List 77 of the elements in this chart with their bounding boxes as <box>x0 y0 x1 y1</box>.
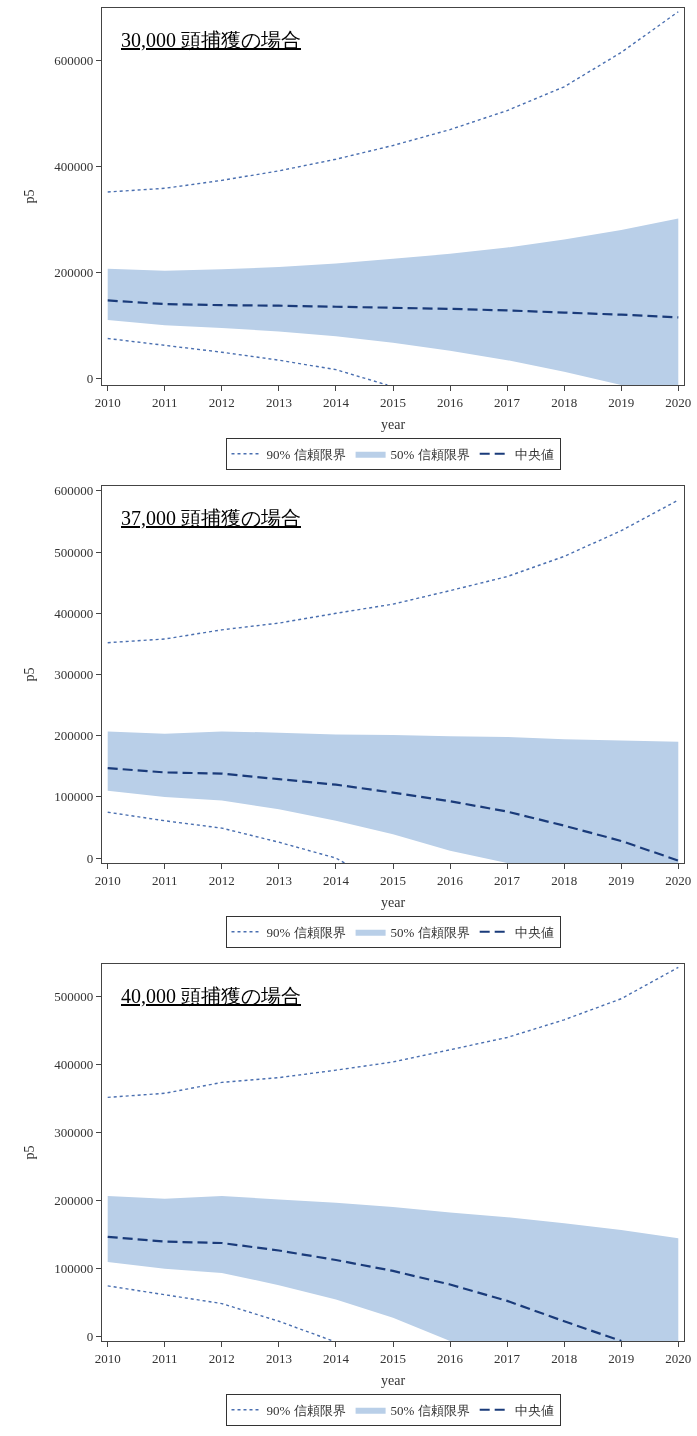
x-axis-title: year <box>380 1373 406 1388</box>
x-tick-label: 2011 <box>151 872 178 888</box>
x-tick-label: 2018 <box>551 872 578 888</box>
text: 40,000 頭捕獲の場合 <box>121 985 301 1007</box>
x-tick-label: 2010 <box>94 394 121 410</box>
line-series <box>107 966 679 1099</box>
x-tick-label: 2015 <box>380 1350 406 1366</box>
legend-label: 中央値 <box>514 924 554 940</box>
y-tick-label: 200000 <box>54 264 94 280</box>
x-tick-label: 2020 <box>665 1350 692 1366</box>
text: 50% 信頼限界 <box>390 1402 470 1418</box>
x-tick-label: 2011 <box>151 394 178 410</box>
x-tick-label: 2015 <box>380 394 406 410</box>
legend-label: 90% 信頼限界 <box>266 924 346 940</box>
x-tick-label: 2013 <box>265 394 292 410</box>
line-series <box>107 811 346 863</box>
x-tick-label: 2018 <box>551 394 578 410</box>
y-tick-label: 200000 <box>54 1193 94 1209</box>
y-tick-label: 0 <box>86 370 94 386</box>
x-tick-label: 2014 <box>322 394 350 410</box>
x-axis-title: year <box>380 895 406 910</box>
y-tick-label: 0 <box>86 1329 94 1345</box>
y-tick-label: 500000 <box>54 544 94 560</box>
x-tick-label: 2020 <box>665 872 692 888</box>
y-axis-title: p5 <box>21 189 37 204</box>
y-tick-label: 400000 <box>54 159 94 175</box>
legend-label: 90% 信頼限界 <box>266 1402 346 1418</box>
x-tick-label: 2015 <box>380 872 406 888</box>
line-series <box>107 11 679 193</box>
x-tick-label: 2012 <box>208 394 235 410</box>
y-tick-label: 300000 <box>54 1125 94 1141</box>
text: 50% 信頼限界 <box>390 924 470 940</box>
text: 30,000 頭捕獲の場合 <box>121 29 301 51</box>
x-axis-title: year <box>380 417 406 432</box>
y-tick-label: 400000 <box>54 1057 94 1073</box>
x-tick-label: 2017 <box>494 394 521 410</box>
x-tick-label: 2019 <box>608 872 635 888</box>
text: 50% 信頼限界 <box>390 446 470 462</box>
x-tick-label: 2016 <box>437 872 464 888</box>
y-axis-title: p5 <box>21 667 37 682</box>
y-axis-title: p5 <box>21 1145 37 1160</box>
x-tick-label: 2018 <box>551 1350 578 1366</box>
x-tick-label: 2016 <box>437 394 464 410</box>
x-tick-label: 2010 <box>94 872 121 888</box>
x-tick-label: 2012 <box>208 872 235 888</box>
y-tick-label: 100000 <box>54 789 94 805</box>
y-tick-label: 0 <box>86 850 94 866</box>
x-tick-label: 2012 <box>208 1350 235 1366</box>
x-tick-label: 2010 <box>94 1350 121 1366</box>
y-tick-label: 200000 <box>54 728 94 744</box>
legend-label: 90% 信頼限界 <box>266 446 346 462</box>
x-tick-label: 2020 <box>665 394 692 410</box>
x-tick-label: 2011 <box>151 1350 178 1366</box>
x-tick-label: 2017 <box>494 872 521 888</box>
x-tick-label: 2014 <box>322 872 350 888</box>
x-tick-label: 2013 <box>265 1350 292 1366</box>
y-tick-label: 600000 <box>54 53 94 69</box>
x-tick-label: 2019 <box>608 1350 635 1366</box>
y-tick-label: 400000 <box>54 605 94 621</box>
x-tick-label: 2014 <box>322 1350 350 1366</box>
x-tick-label: 2017 <box>494 1350 521 1366</box>
x-tick-label: 2016 <box>437 1350 464 1366</box>
legend-label: 中央値 <box>514 1402 554 1418</box>
legend-label: 中央値 <box>514 446 554 462</box>
line-series <box>107 499 679 644</box>
line-series <box>107 337 388 385</box>
y-tick-label: 100000 <box>54 1261 94 1277</box>
line-series <box>107 1285 334 1341</box>
y-tick-label: 600000 <box>54 483 94 499</box>
text: 37,000 頭捕獲の場合 <box>121 507 301 529</box>
y-tick-label: 500000 <box>54 989 94 1005</box>
x-tick-label: 2019 <box>608 394 635 410</box>
line-series <box>106 767 680 862</box>
line-series <box>106 1235 623 1341</box>
line-series <box>106 299 680 319</box>
x-tick-label: 2013 <box>265 872 292 888</box>
y-tick-label: 300000 <box>54 667 94 683</box>
